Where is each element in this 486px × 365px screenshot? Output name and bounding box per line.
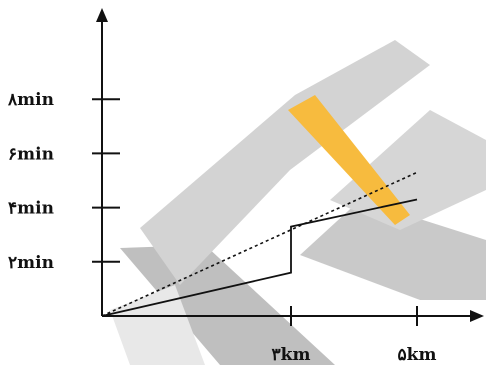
watermark <box>110 40 486 365</box>
axes <box>96 8 484 322</box>
x-tick-label: ۳km <box>272 345 311 365</box>
watermark-band-3 <box>300 200 486 300</box>
solid-series-line <box>101 198 418 317</box>
y-tick-label: ۶min <box>8 144 54 164</box>
y-tick-label: ۴min <box>8 199 54 219</box>
watermark-band-4 <box>330 110 486 230</box>
series <box>101 171 418 317</box>
x-axis-arrow <box>470 310 484 322</box>
y-tick-label: ۸min <box>7 90 54 110</box>
x-tick-label: ۵km <box>398 345 437 365</box>
y-tick-label: ۲min <box>8 253 54 273</box>
watermark-accent <box>288 95 410 225</box>
dotted-series-line <box>101 171 418 317</box>
watermark-accent-2 <box>110 285 205 365</box>
y-axis-arrow <box>96 8 108 22</box>
ticks: ۲min ۴min ۶min ۸min ۳km ۵km <box>7 90 436 365</box>
watermark-band-2 <box>140 40 430 285</box>
